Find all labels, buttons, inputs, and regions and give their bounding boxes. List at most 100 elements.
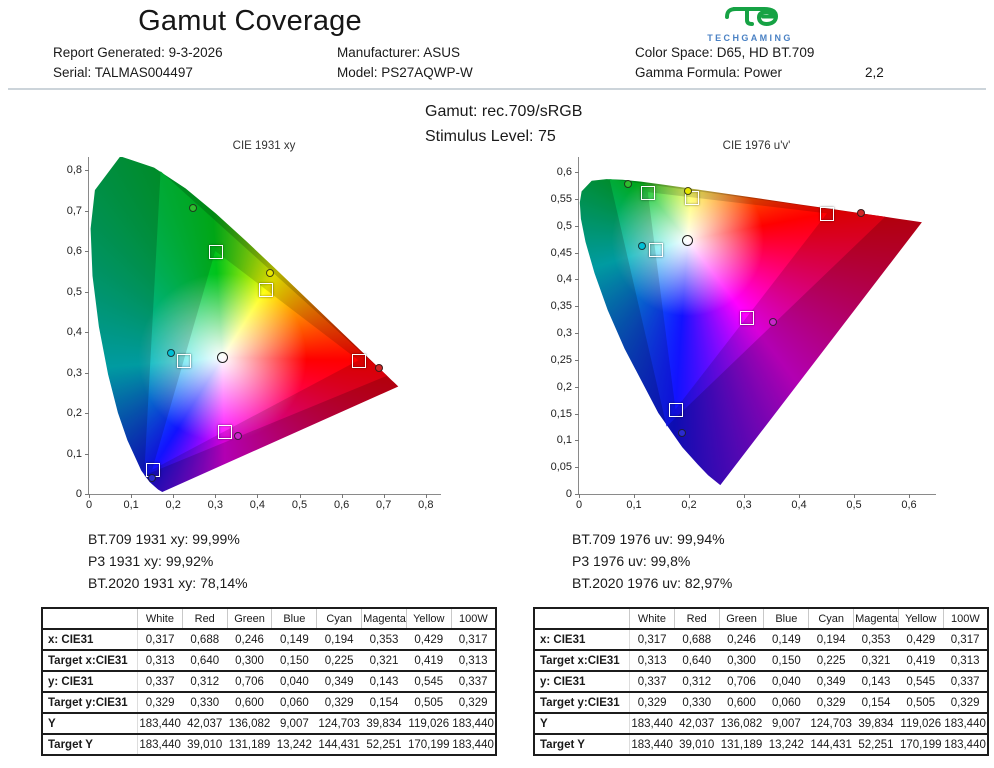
value-cell: 39,010 bbox=[187, 738, 223, 751]
row-label: Target y:CIE31 bbox=[534, 692, 630, 713]
column-header: Cyan bbox=[316, 608, 362, 629]
value-cell: 0,545 bbox=[906, 675, 936, 688]
x-axis-tick bbox=[341, 494, 343, 498]
subheader: Gamut: rec.709/sRGB Stimulus Level: 75 bbox=[425, 99, 582, 149]
marker-measured-red bbox=[374, 363, 383, 372]
marker-measured-cyan bbox=[166, 348, 175, 357]
value-cell: 183,440 bbox=[452, 717, 494, 730]
report-info-left: Report Generated: 9-3-2026 Serial: TALMA… bbox=[53, 43, 223, 83]
value-cell: 0,600 bbox=[235, 696, 264, 709]
value-cell: 0,321 bbox=[861, 654, 891, 667]
value-cell: 0,150 bbox=[771, 654, 801, 667]
y-axis-tick-label: 0,45 bbox=[550, 246, 572, 259]
value-cell: 0,150 bbox=[279, 654, 309, 667]
y-axis-tick-label: 0,15 bbox=[550, 407, 572, 420]
column-header: White bbox=[629, 608, 675, 629]
model-text: Model: PS27AQWP-W bbox=[337, 65, 473, 80]
value-cell: 0,300 bbox=[235, 654, 264, 667]
value-cell: 0,246 bbox=[727, 633, 756, 646]
x-axis-tick bbox=[131, 494, 133, 498]
value-cell: 0,317 bbox=[458, 633, 488, 646]
y-axis-tick bbox=[85, 332, 89, 333]
x-axis-tick-label: 0,1 bbox=[626, 499, 642, 511]
y-axis-tick bbox=[575, 252, 579, 254]
techgaming-logo-icon bbox=[725, 7, 779, 27]
y-axis-tick-label: 0,2 bbox=[556, 380, 572, 393]
coverage-results-cie1976: BT.709 1976 uv: 99,94% P3 1976 uv: 99,8%… bbox=[572, 528, 732, 594]
value-cell: 39,834 bbox=[366, 717, 402, 730]
y-axis-tick bbox=[575, 359, 579, 361]
table-row: Y 183,440 42,037 136,082 9,007 124,703 39,834 1… bbox=[42, 713, 496, 734]
value-cell: 0,330 bbox=[682, 696, 712, 709]
table-row: Target x:CIE31 0,313 0,640 0,300 0,150 0,225 0… bbox=[534, 650, 988, 671]
y-axis-tick bbox=[575, 467, 579, 469]
y-axis-tick-label: 0,2 bbox=[66, 407, 82, 419]
y-axis-tick-label: 0,6 bbox=[556, 166, 572, 178]
row-label: Target x:CIE31 bbox=[42, 650, 138, 671]
y-axis-tick bbox=[575, 440, 579, 442]
x-axis-tick bbox=[299, 494, 301, 498]
x-axis-tick-label: 0,7 bbox=[376, 499, 392, 511]
x-axis-tick-label: 0,4 bbox=[249, 499, 266, 511]
value-cell: 124,703 bbox=[318, 717, 360, 730]
value-cell: 0,688 bbox=[190, 633, 220, 646]
marker-whitepoint bbox=[682, 234, 694, 246]
value-cell: 0,143 bbox=[369, 675, 399, 688]
x-axis-tick bbox=[744, 494, 745, 498]
y-axis-tick bbox=[575, 225, 579, 227]
value-cell: 0,706 bbox=[235, 675, 264, 688]
table-row: x: CIE31 0,317 0,688 0,246 0,149 0,194 0,353 0,… bbox=[42, 629, 496, 650]
value-cell: 119,026 bbox=[900, 717, 942, 730]
value-cell: 0,505 bbox=[414, 696, 444, 709]
y-axis-tick bbox=[85, 413, 89, 414]
coverage-line: BT.2020 1976 uv: 82,97% bbox=[572, 575, 733, 591]
table-row: Target Y 183,440 39,010 131,189 13,242 144,43… bbox=[534, 734, 988, 755]
value-cell: 13,242 bbox=[768, 738, 804, 751]
x-axis-tick-label: 0,2 bbox=[165, 499, 181, 511]
value-cell: 0,060 bbox=[771, 696, 801, 709]
value-cell: 0,312 bbox=[682, 675, 712, 688]
table-header-row: White Red Green Blue Cyan Magenta Yellow 100W bbox=[42, 608, 496, 629]
value-cell: 52,251 bbox=[366, 738, 402, 751]
value-cell: 9,007 bbox=[279, 717, 309, 730]
value-cell: 0,419 bbox=[414, 654, 444, 667]
value-cell: 0,149 bbox=[279, 633, 309, 646]
y-axis-tick bbox=[575, 198, 579, 200]
value-cell: 0,313 bbox=[145, 654, 175, 667]
value-cell: 0,545 bbox=[414, 675, 444, 688]
x-axis-tick bbox=[579, 494, 580, 498]
y-axis-tick bbox=[575, 494, 579, 495]
value-cell: 0,313 bbox=[458, 654, 488, 667]
y-axis-tick-label: 0 bbox=[565, 488, 572, 500]
gamma-formula-text: Gamma Formula: Power bbox=[635, 65, 783, 80]
marker-measured-cyan bbox=[637, 242, 646, 251]
x-axis-tick-label: 0,5 bbox=[846, 499, 862, 511]
x-axis-tick-label: 0,1 bbox=[123, 499, 139, 511]
gamut-text: Gamut: rec.709/sRGB bbox=[425, 103, 583, 120]
value-cell: 0,312 bbox=[190, 675, 220, 688]
value-cell: 0,353 bbox=[369, 633, 399, 646]
y-axis-tick-label: 0,05 bbox=[550, 461, 572, 474]
value-cell: 42,037 bbox=[187, 717, 223, 730]
x-axis-tick-label: 0,6 bbox=[901, 499, 917, 511]
value-cell: 170,199 bbox=[407, 738, 450, 751]
y-axis-tick-label: 0,5 bbox=[66, 285, 82, 298]
y-axis-tick bbox=[575, 306, 579, 308]
column-header: Yellow bbox=[405, 608, 452, 629]
coverage-line: BT.709 1976 uv: 99,94% bbox=[572, 531, 725, 547]
chart-canvas-cie1931 bbox=[89, 157, 441, 494]
x-axis-tick-label: 0,2 bbox=[681, 499, 697, 511]
chart-canvas-cie1976 bbox=[579, 157, 936, 494]
value-cell: 39,834 bbox=[858, 717, 894, 730]
logo-wordmark: TECHGAMING bbox=[707, 33, 793, 43]
table-row: Target y:CIE31 0,329 0,330 0,600 0,060 0,329 0… bbox=[534, 692, 988, 713]
y-axis-tick-label: 0,3 bbox=[556, 327, 572, 339]
row-label: Y bbox=[534, 713, 630, 734]
value-cell: 0,225 bbox=[816, 654, 846, 667]
value-cell: 0,317 bbox=[637, 633, 667, 646]
corner-cell bbox=[534, 608, 630, 629]
row-label: Y bbox=[42, 713, 138, 734]
value-cell: 0,640 bbox=[682, 654, 712, 667]
coverage-line: BT.2020 1931 xy: 78,14% bbox=[88, 575, 248, 591]
manufacturer-text: Manufacturer: ASUS bbox=[337, 45, 461, 60]
